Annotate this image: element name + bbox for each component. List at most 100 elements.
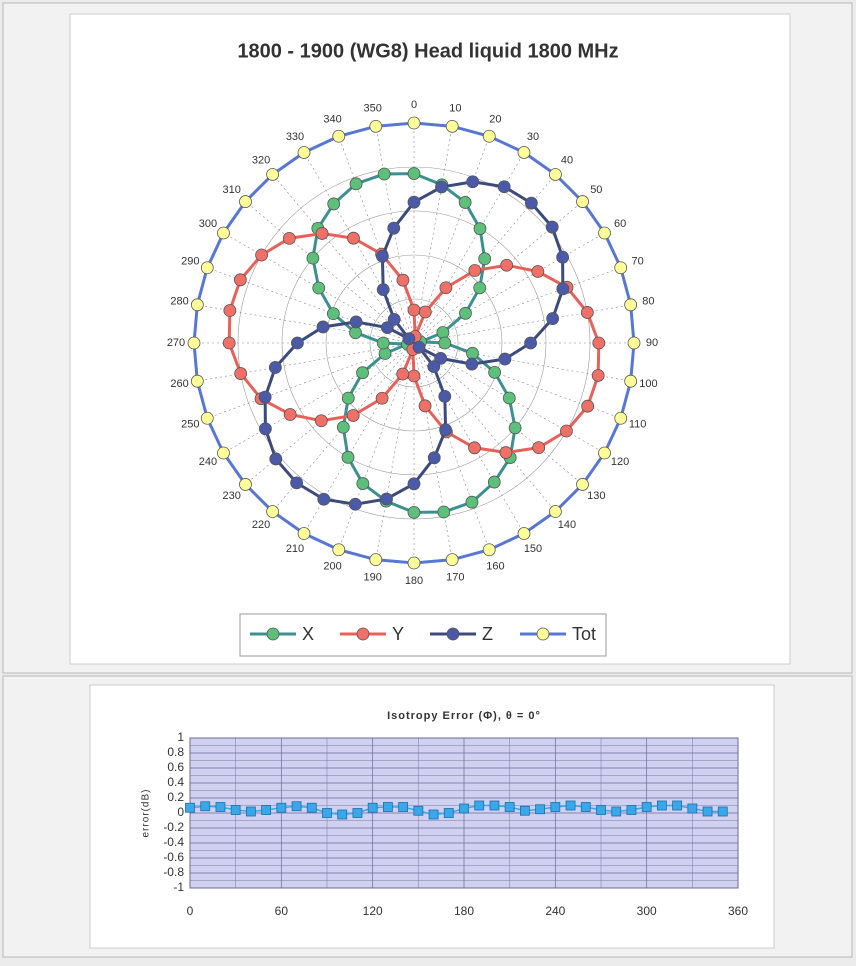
series-marker <box>261 805 272 815</box>
series-marker <box>223 304 237 317</box>
radial-grid-line <box>338 136 415 344</box>
series-marker <box>458 196 472 209</box>
series-marker <box>312 281 326 295</box>
y-tick-label: -0.4 <box>163 835 184 849</box>
series-marker <box>672 800 683 811</box>
series-marker <box>439 281 453 295</box>
series-marker <box>239 478 252 491</box>
series-marker <box>322 808 332 818</box>
series-marker <box>347 231 360 245</box>
radial-grid-line <box>413 342 490 550</box>
series-marker <box>215 802 226 812</box>
series-marker <box>376 283 390 297</box>
series-marker <box>519 805 530 816</box>
series-marker <box>222 336 236 350</box>
series-marker <box>276 802 287 813</box>
grid-ring <box>369 298 459 388</box>
series-marker <box>187 336 201 350</box>
angle-label: 30 <box>527 131 539 143</box>
series-marker <box>427 360 441 373</box>
series-marker <box>367 802 378 813</box>
series-marker <box>546 312 560 325</box>
series-marker <box>407 477 421 491</box>
radial-grid-line <box>245 201 415 344</box>
series-marker <box>352 808 363 818</box>
series-marker <box>580 306 594 319</box>
series-marker <box>258 390 272 404</box>
radial-grid-line <box>197 342 415 382</box>
series-marker <box>591 369 605 382</box>
radial-grid-line <box>413 152 525 344</box>
series-marker <box>217 226 230 240</box>
angle-label: 250 <box>181 418 199 430</box>
series-marker <box>445 553 459 567</box>
series-marker <box>266 505 279 518</box>
series-marker <box>438 336 452 350</box>
series-marker <box>466 175 480 189</box>
legend-label: Z <box>482 624 493 644</box>
series-marker <box>332 129 346 143</box>
series-marker <box>468 264 482 277</box>
series-marker <box>545 220 559 234</box>
angle-label: 270 <box>167 337 185 349</box>
series-marker <box>233 273 247 287</box>
series-marker <box>380 492 393 506</box>
series-marker <box>560 424 573 438</box>
angle-label: 130 <box>587 490 605 502</box>
legend-label: Tot <box>572 624 596 644</box>
series-marker <box>439 423 453 437</box>
series-marker <box>266 168 279 181</box>
series-marker <box>239 195 252 208</box>
series-marker <box>297 146 311 159</box>
series-marker <box>596 805 606 815</box>
y-tick-label: -0.8 <box>163 865 184 879</box>
angle-label: 20 <box>489 113 501 125</box>
series-marker <box>314 414 328 428</box>
series-marker <box>407 167 421 181</box>
series-marker <box>317 492 331 506</box>
series-marker <box>200 801 211 812</box>
series-marker <box>611 806 622 817</box>
series-marker <box>488 365 502 379</box>
angle-label: 10 <box>449 103 461 115</box>
series-marker <box>473 222 487 236</box>
series-marker <box>346 409 360 422</box>
series-marker <box>337 809 348 820</box>
radial-grid-line <box>413 342 583 485</box>
series-marker <box>245 806 256 817</box>
series-marker <box>445 119 459 133</box>
y-tick-label: 0 <box>177 805 184 819</box>
series-marker <box>190 298 204 312</box>
series-marker <box>407 195 421 209</box>
series-marker <box>656 800 667 811</box>
series-marker <box>465 495 479 509</box>
angle-label: 280 <box>170 296 188 308</box>
series-marker <box>624 298 638 312</box>
series-marker <box>200 411 214 425</box>
series-marker <box>407 303 421 317</box>
angle-label: 320 <box>252 155 270 167</box>
y-tick-label: 0.4 <box>167 775 184 789</box>
series-marker <box>378 347 392 360</box>
series-marker <box>412 340 426 354</box>
y-tick-label: 0.2 <box>167 790 184 804</box>
radial-grid-line <box>413 342 453 560</box>
angle-label: 120 <box>611 456 629 468</box>
series-marker <box>315 227 329 240</box>
series-marker <box>549 168 562 181</box>
angle-label: 110 <box>629 418 647 430</box>
radial-grid-line <box>245 342 415 485</box>
radial-grid-line <box>413 342 631 382</box>
angle-label: 40 <box>561 155 573 167</box>
series-marker <box>627 336 641 350</box>
angle-label: 300 <box>199 218 217 230</box>
series-marker <box>565 800 576 811</box>
radial-grid-line <box>413 126 453 344</box>
angle-label: 290 <box>181 256 199 268</box>
series-marker <box>375 249 389 263</box>
series-marker <box>413 805 424 816</box>
series-marker <box>499 446 513 459</box>
series-marker <box>376 336 390 350</box>
angle-label: 240 <box>199 456 217 468</box>
series-marker <box>217 446 230 460</box>
